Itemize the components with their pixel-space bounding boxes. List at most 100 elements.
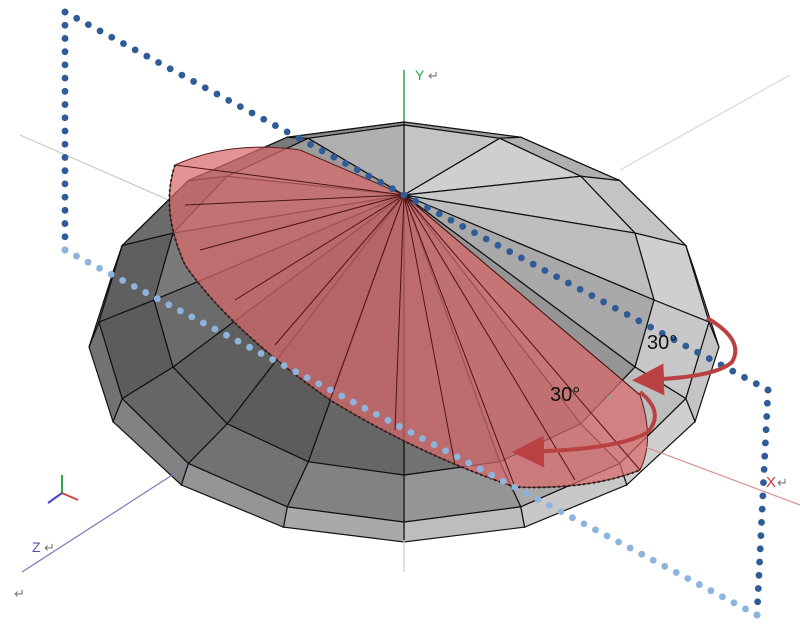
section-spoke-line [403,194,576,481]
plane-dot [471,229,478,237]
plane-dot [234,337,242,345]
plane-dot [407,429,415,436]
plane-dot [762,426,770,434]
plane-dot [61,180,69,188]
plane-dot [412,197,420,205]
plane-dot [694,348,701,356]
plane-dot [638,550,646,558]
plane-dot [626,544,634,552]
plane-dot [365,172,373,180]
plane-dot [280,362,288,369]
x-return-mark: ↵ [777,475,788,490]
plane-dot [553,273,561,281]
plane-dot [269,356,276,363]
plane-dot [729,367,737,375]
section-edge-dotted [168,164,641,489]
plane-dot [61,74,69,82]
plane-dot [588,292,596,300]
plane-dot [603,532,611,540]
x-axis-label: X [766,474,776,491]
plane-dot [260,115,268,123]
plane-dot [225,96,233,104]
plane-dot [424,204,431,211]
plane-dot [754,598,762,606]
plane-dot [564,279,572,287]
plane-dot [741,374,748,381]
plane-dot [338,392,346,400]
plane-dot [753,611,761,619]
plane-dot [447,216,455,224]
z-axis-back-line [19,134,181,206]
plane-dot [61,114,69,122]
plane-dot [61,101,69,108]
plane-dot [349,398,357,406]
plane-dot [61,154,69,161]
plane-dot [529,260,537,268]
plane-dot [499,477,507,485]
plane-dot [754,585,762,592]
plane-dot [120,40,127,47]
plane-dot [373,410,380,418]
plane-dot [647,323,654,331]
plane-dot [730,599,738,607]
plane-dot [96,27,104,35]
section-spoke-line [403,194,516,488]
plane-dot [419,435,426,442]
plane-dot [465,459,473,467]
section-spoke-line [329,194,405,401]
angle-label-outer: 30° [647,332,677,354]
plane-dot [757,532,765,539]
plane-dot [396,423,403,430]
plane-dot [705,355,713,362]
plane-dot [658,329,666,337]
plane-dot [758,505,766,513]
plane-dot [695,581,703,588]
plane-dot [61,206,69,214]
plane-dot [84,21,92,29]
plane-dot [635,317,643,325]
inner-return-mark: ↵ [606,390,616,404]
y-axis-label: Y [415,67,425,83]
plane-dot [213,90,221,98]
plane-dot [453,453,461,461]
z-axis-label: Z [32,539,41,555]
plane-dot [61,21,69,29]
plane-dot [61,233,69,241]
plane-dot [61,127,69,135]
plane-dot [165,301,173,309]
plane-dot [534,496,542,503]
plane-dot [684,575,692,582]
plane-dot [541,267,549,274]
plane-dot [615,538,622,546]
z-axis-front-line [21,469,181,573]
plane-dot [361,404,369,412]
section-spoke-line [234,194,405,301]
section-spoke-line [403,194,456,466]
corner-return-mark: ↵ [14,586,25,601]
plane-dot [752,380,760,388]
plane-dot [178,71,186,79]
plane-dot [522,489,530,497]
plane-dot [759,492,767,500]
plane-dot [649,556,657,564]
plane-dot [518,254,525,262]
plane-dot [511,483,519,491]
plane-dot [459,223,467,230]
plane-dot [61,8,69,16]
x-axis-front-line [639,444,800,506]
plane-dot [430,441,438,449]
plane-dot [377,178,385,186]
plane-dot [61,193,69,201]
plane-dot [756,558,763,566]
plane-dot [257,350,265,357]
plane-dot [61,167,69,175]
plane-dot [442,447,449,455]
plane-dot [155,59,162,66]
plane-dot [315,380,323,388]
section-spoke-line [274,194,405,346]
plane-dot [211,325,219,333]
plane-dot [342,160,349,167]
plane-dot [763,399,771,407]
